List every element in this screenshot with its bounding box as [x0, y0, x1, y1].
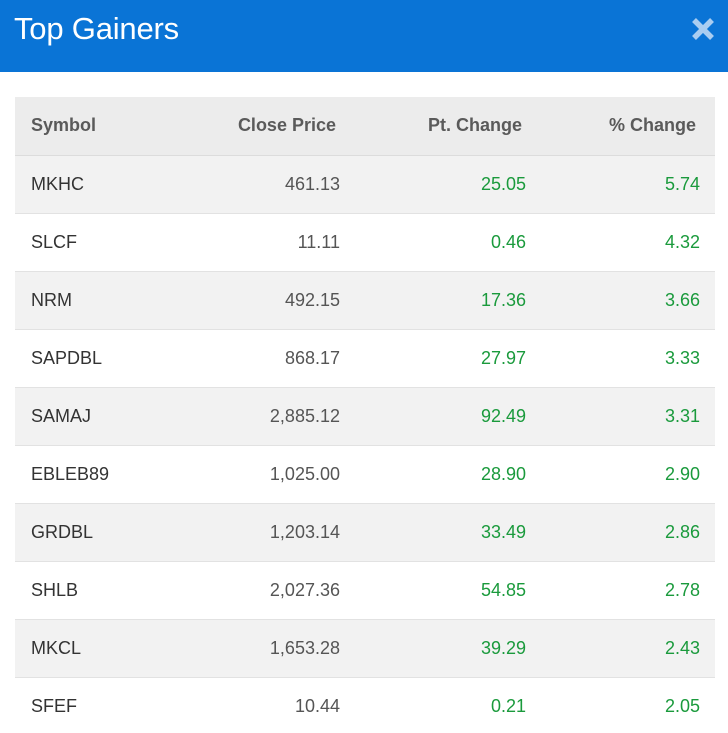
cell-close-price: 10.44 [165, 677, 340, 733]
table-row[interactable]: EBLEB89 1,025.00 28.90 2.90 [15, 445, 715, 504]
cell-symbol[interactable]: NRM [15, 271, 165, 330]
modal-header: Top Gainers [0, 0, 728, 72]
cell-symbol[interactable]: SFEF [15, 677, 165, 733]
cell-pt-change: 0.46 [340, 213, 526, 272]
modal-title: Top Gainers [14, 11, 179, 46]
cell-pt-change: 39.29 [340, 619, 526, 678]
cell-pct-change: 2.05 [526, 677, 715, 733]
close-icon [692, 18, 714, 40]
cell-pct-change: 3.66 [526, 271, 715, 330]
cell-pct-change: 2.43 [526, 619, 715, 678]
cell-pct-change: 2.78 [526, 561, 715, 620]
gainers-table-container: Symbol Close Price Pt. Change % Change M… [15, 97, 715, 733]
table-header-row: Symbol Close Price Pt. Change % Change [15, 97, 715, 156]
column-header-close-price[interactable]: Close Price [165, 97, 340, 156]
column-header-symbol[interactable]: Symbol [15, 97, 165, 156]
cell-close-price: 2,885.12 [165, 387, 340, 446]
cell-close-price: 1,025.00 [165, 445, 340, 504]
cell-pt-change: 27.97 [340, 329, 526, 388]
cell-symbol[interactable]: SLCF [15, 213, 165, 272]
cell-pt-change: 17.36 [340, 271, 526, 330]
cell-close-price: 11.11 [165, 213, 340, 272]
column-header-pct-change[interactable]: % Change [526, 97, 715, 156]
cell-symbol[interactable]: SAMAJ [15, 387, 165, 446]
table-row[interactable]: SFEF 10.44 0.21 2.05 [15, 677, 715, 733]
table-row[interactable]: NRM 492.15 17.36 3.66 [15, 271, 715, 330]
table-row[interactable]: SLCF 11.11 0.46 4.32 [15, 213, 715, 272]
cell-pct-change: 2.86 [526, 503, 715, 562]
column-header-pt-change[interactable]: Pt. Change [340, 97, 526, 156]
cell-pt-change: 0.21 [340, 677, 526, 733]
cell-symbol[interactable]: MKCL [15, 619, 165, 678]
table-row[interactable]: MKCL 1,653.28 39.29 2.43 [15, 619, 715, 678]
table-row[interactable]: GRDBL 1,203.14 33.49 2.86 [15, 503, 715, 562]
cell-close-price: 1,653.28 [165, 619, 340, 678]
cell-symbol[interactable]: GRDBL [15, 503, 165, 562]
cell-close-price: 2,027.36 [165, 561, 340, 620]
cell-pct-change: 3.33 [526, 329, 715, 388]
cell-symbol[interactable]: SHLB [15, 561, 165, 620]
cell-close-price: 1,203.14 [165, 503, 340, 562]
cell-symbol[interactable]: SAPDBL [15, 329, 165, 388]
gainers-table: Symbol Close Price Pt. Change % Change M… [15, 97, 715, 733]
cell-pt-change: 33.49 [340, 503, 526, 562]
cell-close-price: 461.13 [165, 155, 340, 214]
cell-close-price: 492.15 [165, 271, 340, 330]
close-button[interactable] [690, 16, 716, 42]
table-row[interactable]: MKHC 461.13 25.05 5.74 [15, 155, 715, 214]
cell-symbol[interactable]: EBLEB89 [15, 445, 165, 504]
cell-pct-change: 3.31 [526, 387, 715, 446]
table-row[interactable]: SHLB 2,027.36 54.85 2.78 [15, 561, 715, 620]
table-row[interactable]: SAMAJ 2,885.12 92.49 3.31 [15, 387, 715, 446]
table-body: MKHC 461.13 25.05 5.74 SLCF 11.11 0.46 4.32 NRM 4… [15, 155, 715, 733]
cell-pt-change: 92.49 [340, 387, 526, 446]
cell-pt-change: 28.90 [340, 445, 526, 504]
cell-pct-change: 2.90 [526, 445, 715, 504]
cell-pct-change: 4.32 [526, 213, 715, 272]
cell-pt-change: 25.05 [340, 155, 526, 214]
cell-pct-change: 5.74 [526, 155, 715, 214]
table-row[interactable]: SAPDBL 868.17 27.97 3.33 [15, 329, 715, 388]
cell-symbol[interactable]: MKHC [15, 155, 165, 214]
cell-close-price: 868.17 [165, 329, 340, 388]
cell-pt-change: 54.85 [340, 561, 526, 620]
